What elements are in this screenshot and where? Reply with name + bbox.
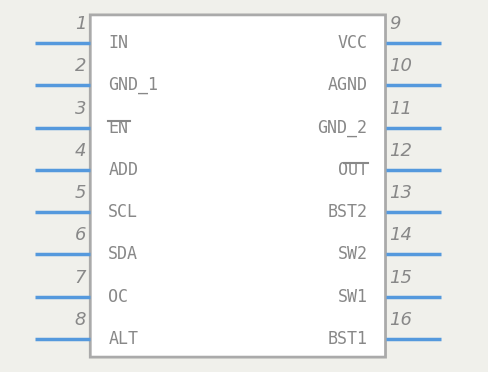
- Text: AGND: AGND: [327, 76, 367, 94]
- Text: 4: 4: [75, 142, 86, 160]
- Text: GND_1: GND_1: [108, 76, 158, 94]
- Text: BST2: BST2: [327, 203, 367, 221]
- Text: SDA: SDA: [108, 246, 138, 263]
- Text: EN: EN: [108, 119, 128, 137]
- Text: BST1: BST1: [327, 330, 367, 348]
- Text: 6: 6: [75, 227, 86, 244]
- Text: 13: 13: [389, 184, 412, 202]
- Text: SW2: SW2: [338, 246, 367, 263]
- Text: SW1: SW1: [338, 288, 367, 306]
- Text: 3: 3: [75, 100, 86, 118]
- Text: 5: 5: [75, 184, 86, 202]
- Text: 2: 2: [75, 57, 86, 75]
- Text: GND_2: GND_2: [318, 119, 367, 137]
- Text: 7: 7: [75, 269, 86, 287]
- Text: 11: 11: [389, 100, 412, 118]
- Text: OC: OC: [108, 288, 128, 306]
- FancyBboxPatch shape: [90, 15, 386, 357]
- Text: ALT: ALT: [108, 330, 138, 348]
- Text: IN: IN: [108, 34, 128, 52]
- Text: 1: 1: [75, 15, 86, 33]
- Text: 10: 10: [389, 57, 412, 75]
- Text: 8: 8: [75, 311, 86, 329]
- Text: OUT: OUT: [338, 161, 367, 179]
- Text: 14: 14: [389, 227, 412, 244]
- Text: 15: 15: [389, 269, 412, 287]
- Text: ADD: ADD: [108, 161, 138, 179]
- Text: SCL: SCL: [108, 203, 138, 221]
- Text: 16: 16: [389, 311, 412, 329]
- Text: VCC: VCC: [338, 34, 367, 52]
- Text: 12: 12: [389, 142, 412, 160]
- Text: 9: 9: [389, 15, 401, 33]
